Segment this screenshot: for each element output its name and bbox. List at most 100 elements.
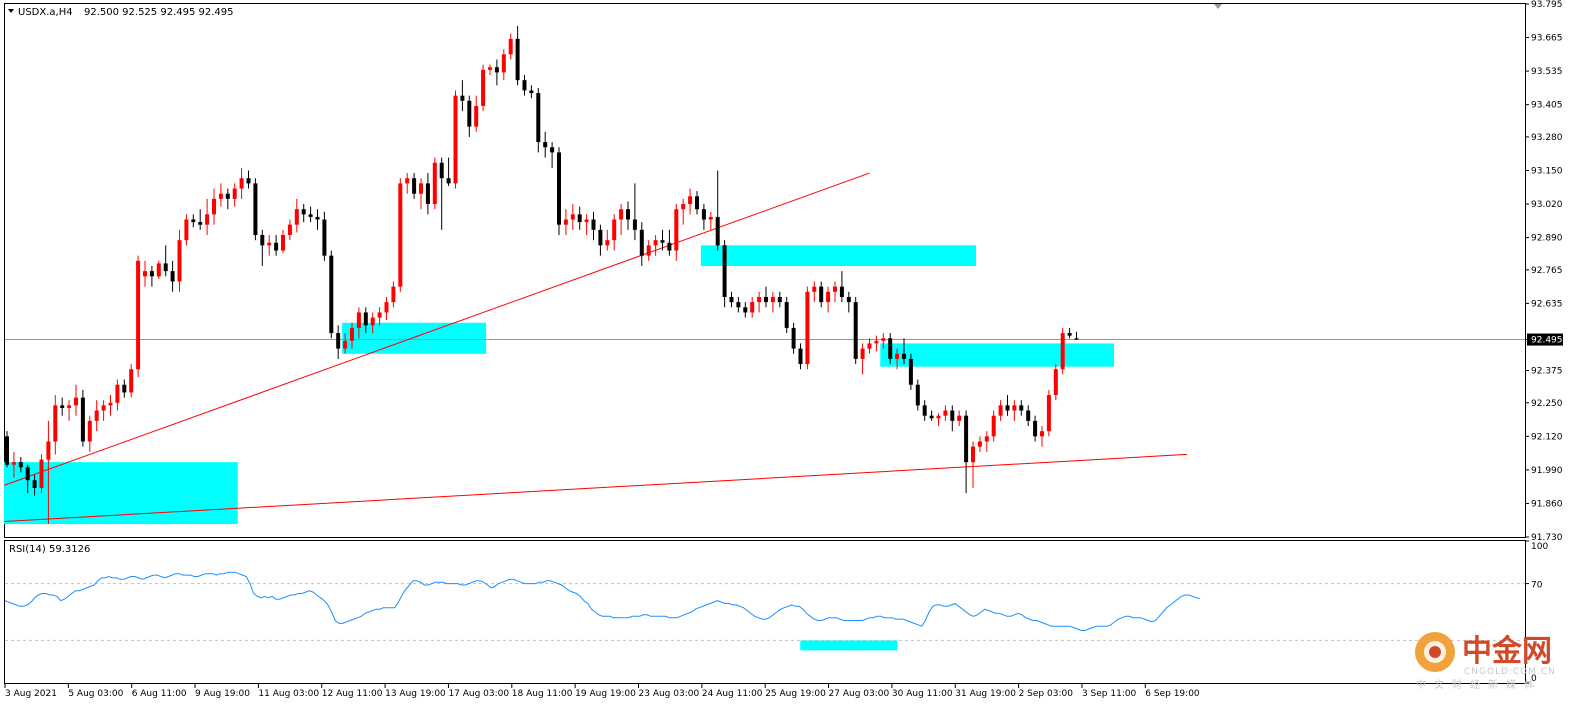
rsi-axis[interactable]: 100 70 0: [1525, 540, 1548, 684]
candle-body: [322, 219, 327, 256]
candle-body: [577, 214, 582, 223]
candle-body: [888, 338, 893, 359]
price-tick-label: 93.535: [1531, 67, 1563, 77]
candle-body: [32, 480, 37, 488]
candle-body: [343, 340, 348, 349]
candle-body: [777, 296, 782, 303]
price-tick-label: 92.375: [1531, 367, 1563, 377]
time-axis[interactable]: 3 Aug 2021 5 Aug 03:00 6 Aug 11:00 9 Aug 19…: [4, 683, 1200, 699]
candle: [770, 291, 775, 313]
time-tick-label: 3 Sep 11:00: [1082, 689, 1137, 699]
candle: [80, 389, 85, 447]
candle: [350, 322, 354, 349]
candle: [281, 229, 285, 254]
candle: [18, 456, 23, 473]
candle-body: [660, 240, 665, 243]
price-tick-label: 93.405: [1531, 101, 1563, 111]
candle-body: [439, 162, 444, 179]
price-tick-label: 92.765: [1531, 266, 1563, 276]
candle: [488, 64, 492, 75]
candle: [626, 201, 630, 230]
candle: [508, 33, 513, 60]
candle: [639, 222, 644, 266]
candle: [322, 211, 327, 261]
candle-body: [929, 415, 934, 419]
candle: [1019, 400, 1024, 416]
rsi-tick-label: 0: [1531, 674, 1537, 684]
price-axis[interactable]: 93.795 93.665 93.535 93.405 93.280 93.150 93.0…: [1525, 0, 1563, 543]
candle: [446, 157, 451, 186]
candle: [750, 296, 755, 318]
candle-body: [108, 402, 113, 406]
candle-body: [922, 405, 927, 416]
candle: [977, 436, 982, 452]
candle-body: [18, 462, 23, 468]
candle: [971, 441, 975, 488]
candle-body: [412, 178, 417, 194]
candle: [260, 229, 265, 266]
price-tick-label: 93.280: [1531, 133, 1563, 143]
candle-body: [632, 219, 637, 230]
candle-body: [149, 271, 154, 277]
candle: [5, 431, 9, 468]
candle-body: [87, 420, 92, 442]
candle-body: [5, 436, 9, 465]
candle: [1033, 415, 1038, 442]
candle-body: [515, 38, 520, 81]
candle: [950, 405, 955, 432]
candle: [501, 49, 506, 81]
trendlines: [3, 172, 1187, 523]
price-tick-label: 93.665: [1531, 34, 1563, 44]
candle: [715, 170, 720, 251]
candle: [405, 173, 410, 194]
dropdown-triangle-icon[interactable]: [8, 9, 14, 13]
candle-body: [860, 348, 865, 359]
candle-body: [25, 467, 30, 481]
candle: [543, 131, 548, 158]
price-tick-label: 93.150: [1531, 166, 1563, 176]
candle-body: [619, 209, 624, 220]
candle-body: [246, 178, 251, 184]
time-tick-label: 23 Aug 03:00: [639, 689, 700, 699]
price-tick-label: 93.020: [1531, 200, 1563, 210]
candle-body: [363, 312, 368, 326]
time-tick-label: 2 Sep 03:00: [1019, 689, 1074, 699]
price-panel[interactable]: [4, 3, 1526, 538]
candle-body: [646, 245, 651, 256]
candle: [32, 475, 37, 496]
candle: [798, 343, 803, 370]
candle: [343, 333, 348, 354]
candle-body: [853, 302, 858, 359]
shift-marker-icon[interactable]: [1214, 4, 1222, 9]
candle: [287, 219, 292, 241]
cngold-watermark: 中金网 CNGOLD.COM.CN 中文财经新媒体: [1415, 632, 1555, 691]
candle: [294, 198, 299, 233]
candle-body: [53, 405, 58, 442]
candle: [915, 379, 920, 411]
candle-body: [1019, 405, 1024, 411]
support-zone-4: [880, 343, 1114, 367]
candle: [246, 170, 251, 189]
rsi-tick-label: 70: [1531, 581, 1543, 591]
rsi-panel[interactable]: [4, 540, 1526, 684]
time-tick-label: 30 Aug 11:00: [892, 689, 953, 699]
candle: [632, 183, 637, 241]
candle: [929, 410, 934, 421]
candle: [708, 211, 713, 230]
candle: [474, 95, 479, 132]
candle: [701, 204, 706, 230]
candle: [757, 291, 762, 313]
candle-body: [384, 302, 389, 313]
candle: [922, 400, 927, 421]
candle: [777, 291, 782, 308]
candle: [301, 204, 306, 223]
candle-body: [895, 353, 900, 359]
candle: [674, 204, 679, 261]
candle-body: [522, 80, 527, 91]
candle: [25, 464, 30, 494]
candle: [660, 229, 665, 251]
candle: [888, 333, 893, 365]
candle: [108, 395, 113, 416]
